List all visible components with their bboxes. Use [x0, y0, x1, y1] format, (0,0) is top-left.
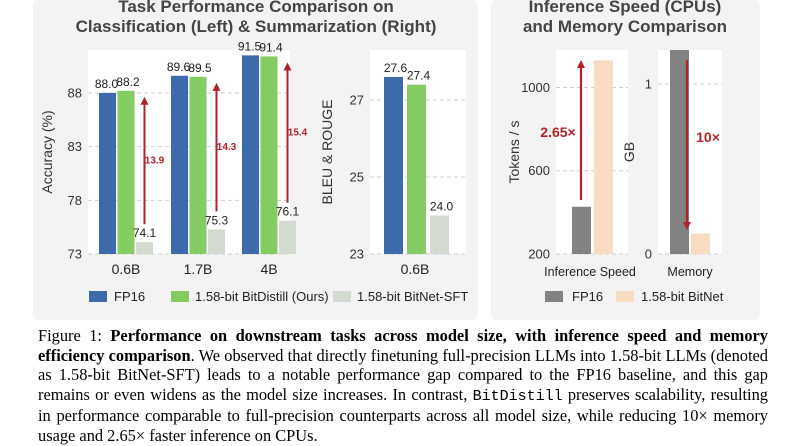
accuracy-bar-value-label: 91.4 [259, 40, 283, 54]
accuracy-bar-value-label: 76.1 [276, 205, 300, 219]
memory-chart: 0 1 Memory GB 10× [621, 50, 722, 279]
legend-swatch-bitdistill [171, 291, 189, 302]
accuracy-gap-label: 13.9 [145, 155, 165, 166]
right-panel-title-line2: and Memory Comparison [523, 17, 727, 36]
accuracy-bar [171, 75, 188, 254]
memory-bar [691, 233, 710, 254]
speed-bar [594, 60, 613, 254]
bleu-rouge-bar [430, 215, 449, 254]
accuracy-bar-value-label: 75.3 [205, 213, 229, 227]
caption-bold-summary: Performance on downstream tasks across m… [38, 326, 769, 365]
accuracy-bar [99, 92, 116, 255]
left-panel-title-line2: Classification (Left) & Summarization (R… [76, 17, 437, 36]
accuracy-category-label: 4B [260, 261, 277, 277]
bleu-rouge-bar [384, 76, 403, 255]
legend-swatch-bitnet [616, 291, 634, 302]
accuracy-gap-label: 15.4 [288, 128, 308, 139]
legend-swatch-speed-fp16 [545, 291, 563, 302]
bleu-rouge-chart: 27.627.4 24.0 23 25 27 0.6B BLEU & ROUGE [319, 50, 466, 277]
legend-label-bitdistill: 1.58-bit BitDistill (Ours) [195, 289, 329, 304]
accuracy-gap-label: 14.3 [217, 142, 237, 153]
bleu-y-tick-label: 23 [350, 247, 364, 262]
bleu-rouge-category-label: 0.6B [401, 261, 430, 277]
figure: Task Performance Comparison on Classific… [33, 0, 760, 320]
bleu-rouge-bar-value-label: 24.0 [430, 200, 454, 214]
accuracy-bar-value-label: 89.5 [188, 61, 212, 75]
legend-swatch-fp16 [89, 291, 107, 302]
acc-y-tick-label: 83 [68, 139, 82, 154]
bleu-rouge-y-axis-label: BLEU & ROUGE [319, 99, 335, 204]
right-panel-title-line1: Inference Speed (CPUs) [529, 0, 722, 16]
accuracy-bar-value-label: 89.6 [167, 60, 191, 74]
acc-y-tick-label: 73 [68, 247, 82, 262]
accuracy-bar [208, 229, 225, 254]
memory-reduction-label: 10× [696, 129, 720, 145]
legend-label-fp16: FP16 [114, 289, 145, 304]
speed-y-tick-label: 1000 [521, 80, 550, 95]
accuracy-bar-value-label: 88.2 [116, 75, 140, 89]
accuracy-y-axis-label: Accuracy (%) [39, 110, 55, 193]
memory-plot-area [658, 50, 722, 254]
caption-method-name: BitDistill [472, 387, 563, 405]
speed-plot-area [556, 50, 628, 254]
accuracy-bar [279, 220, 296, 254]
legend-right: FP16 1.58-bit BitNet [545, 289, 724, 304]
accuracy-bar [242, 55, 259, 254]
bleu-y-tick-label: 25 [350, 170, 364, 185]
bleu-rouge-bar-value-label: 27.6 [384, 61, 408, 75]
accuracy-bar [189, 76, 207, 254]
speed-bar [572, 206, 591, 254]
speed-y-tick-label: 200 [528, 247, 550, 262]
speed-gain-label: 2.65× [540, 124, 575, 140]
acc-y-tick-label: 88 [68, 85, 82, 100]
legend-label-speed-fp16: FP16 [572, 289, 603, 304]
accuracy-bar [260, 56, 278, 254]
speed-y-axis-label: Tokens / s [506, 120, 522, 183]
memory-bar [670, 50, 689, 254]
bleu-rouge-bar [407, 84, 426, 254]
accuracy-chart: 88.088.2 74.1 89.689.5 75.3 91.591.4 76.1 73 7… [39, 39, 308, 277]
accuracy-category-label: 1.7B [184, 261, 213, 277]
left-panel-title-line1: Task Performance Comparison on [118, 0, 394, 16]
accuracy-bar [136, 242, 153, 254]
speed-category-label: Inference Speed [544, 265, 636, 279]
legend-left: FP16 1.58-bit BitDistill (Ours) 1.58-bit… [89, 289, 468, 304]
legend-swatch-bitnet-sft [333, 291, 351, 302]
speed-y-tick-label: 600 [528, 163, 550, 178]
bleu-rouge-bar-value-label: 27.4 [407, 69, 431, 83]
mem-y-tick-label: 1 [645, 77, 652, 92]
caption-text-part2: preserves scalability, resulting in perf… [38, 384, 769, 445]
mem-y-tick-label: 0 [645, 247, 652, 262]
caption-label: Figure 1: [38, 326, 102, 345]
acc-y-tick-label: 78 [68, 193, 82, 208]
accuracy-bar-value-label: 88.0 [95, 77, 119, 91]
bleu-y-tick-label: 27 [350, 93, 364, 108]
accuracy-category-label: 0.6B [112, 261, 141, 277]
figure-caption: Figure 1: Performance on downstream task… [38, 326, 768, 446]
inference-speed-chart: 200 600 1000 Inference Speed Tokens / s 2.… [506, 50, 636, 279]
caption-text-part1: . We observed that directly finetuning f… [38, 345, 768, 404]
legend-label-bitnet: 1.58-bit BitNet [641, 289, 724, 304]
memory-category-label: Memory [667, 265, 713, 279]
accuracy-bar-value-label: 74.1 [133, 226, 157, 240]
accuracy-bar-value-label: 91.5 [238, 39, 262, 53]
legend-label-bitnet-sft: 1.58-bit BitNet-SFT [357, 289, 468, 304]
accuracy-bar [117, 90, 135, 254]
memory-y-axis-label: GB [621, 142, 637, 162]
